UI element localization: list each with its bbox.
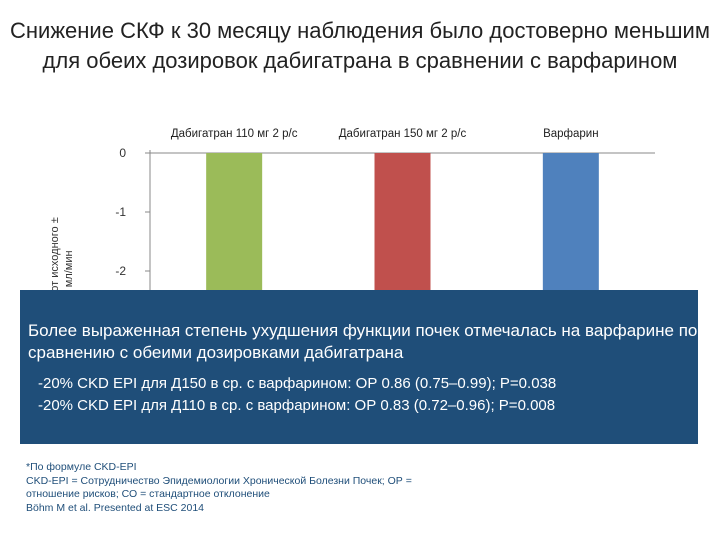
y-tick-label: 0 [119,146,126,160]
footnote-abbrev-2: отношение рисков; СО = стандартное откло… [26,488,270,500]
category-label: Дабигатран 150 мг 2 р/с [339,128,467,140]
bar [206,153,263,301]
footnote-abbrev-1: CKD-EPI = Сотрудничество Эпидемиологии Х… [26,474,412,487]
conclusion-point-d110: -20% CKD EPI для Д110 в ср. с варфарином… [38,397,556,414]
footnote-ckd-formula: *По формуле CKD-EPI [26,461,137,473]
page-title: Снижение СКФ к 30 месяцу наблюдения было… [10,18,710,73]
conclusion-headline: Более выраженная степень ухудшения функц… [28,321,698,362]
conclusion-point-d150: -20% CKD EPI для Д150 в ср. с варфарином… [38,375,557,392]
footnote-reference: Böhm M et al. Presented at ESC 2014 [26,501,205,514]
conclusion-box: Более выраженная степень ухудшения функц… [20,290,698,444]
y-tick-label: -1 [115,205,126,219]
category-label: Варфарин [543,128,599,140]
y-tick-label: -2 [115,264,126,278]
category-label: Дабигатран 110 мг 2 р/с [171,128,298,140]
footnotes: *По формуле CKD-EPI CKD-EPI = Сотрудниче… [26,461,412,515]
bar [542,153,599,301]
bar [374,153,431,299]
